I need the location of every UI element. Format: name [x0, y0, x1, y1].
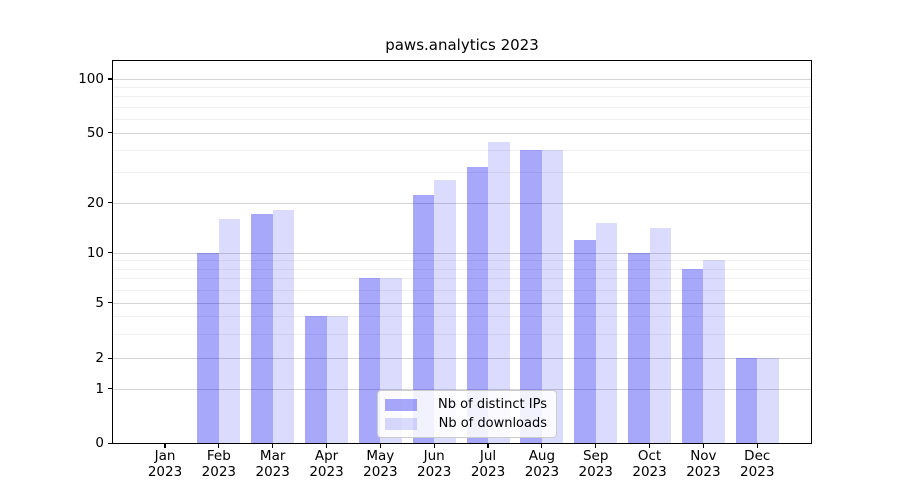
y-tick-mark-20 — [108, 202, 112, 204]
x-tick-mark-jun — [433, 444, 435, 448]
gridline-minor-40 — [112, 149, 812, 151]
gridline-minor-8 — [112, 268, 812, 270]
gridline-major-5 — [112, 302, 812, 304]
y-tick-mark-100 — [108, 78, 112, 80]
gridline-minor-7 — [112, 278, 812, 280]
x-tick-mark-may — [379, 444, 381, 448]
bar-downloads-nov — [703, 260, 725, 444]
gridline-major-1 — [112, 388, 812, 390]
x-tick-mark-feb — [218, 444, 220, 448]
x-tick-label-jan: Jan 2023 — [147, 448, 183, 480]
x-tick-label-oct: Oct 2023 — [632, 448, 667, 480]
y-tick-label-20: 20 — [86, 194, 104, 211]
gridline-major-10 — [112, 252, 812, 254]
bar-downloads-jun — [434, 179, 456, 444]
legend-swatch-ips — [385, 398, 417, 411]
x-tick-mark-apr — [325, 444, 328, 448]
y-tick-mark-5 — [108, 302, 112, 304]
y-tick-label-0: 0 — [95, 435, 104, 452]
gridline-minor-70 — [112, 106, 812, 108]
x-tick-mark-jul — [487, 444, 489, 448]
legend: Nb of distinct IPs Nb of downloads — [377, 390, 557, 438]
bar-ips-may — [358, 278, 381, 444]
gridline-minor-80 — [112, 96, 812, 98]
x-tick-label-feb: Feb 2023 — [201, 448, 236, 480]
y-tick-mark-10 — [108, 252, 112, 254]
bar-ips-jul — [466, 166, 489, 444]
gridline-major-20 — [112, 202, 812, 204]
y-tick-label-100: 100 — [78, 71, 104, 87]
x-tick-label-may: May 2023 — [363, 448, 398, 480]
bar-ips-jun — [412, 195, 435, 444]
y-tick-label-5: 5 — [95, 294, 104, 311]
x-tick-mark-mar — [272, 444, 274, 448]
bar-ips-sep — [574, 239, 596, 444]
gridline-minor-30 — [112, 171, 812, 173]
gridline-minor-9 — [112, 260, 812, 262]
y-tick-label-50: 50 — [86, 124, 104, 141]
chart-title: paws.analytics 2023 — [385, 36, 539, 54]
gridline-minor-4 — [112, 316, 812, 318]
x-tick-label-jun: Jun 2023 — [417, 448, 452, 480]
gridline-minor-60 — [112, 118, 812, 120]
x-tick-label-jul: Jul 2023 — [470, 448, 506, 480]
bar-downloads-apr — [326, 316, 349, 444]
y-tick-mark-0 — [108, 442, 112, 444]
x-tick-mark-nov — [702, 444, 704, 448]
plot-area — [112, 60, 812, 444]
x-tick-label-mar: Mar 2023 — [255, 448, 290, 480]
y-tick-label-1: 1 — [95, 380, 104, 397]
x-tick-mark-jan — [164, 444, 166, 448]
bar-downloads-mar — [272, 210, 295, 444]
gridline-major-50 — [112, 132, 812, 134]
y-tick-label-10: 10 — [86, 244, 104, 261]
bar-downloads-dec — [757, 358, 779, 444]
y-tick-label-2: 2 — [95, 350, 104, 367]
y-tick-mark-1 — [108, 388, 112, 390]
bar-ips-feb — [197, 252, 219, 444]
gridline-major-2 — [112, 358, 812, 360]
bar-ips-mar — [251, 214, 273, 444]
x-tick-label-apr: Apr 2023 — [309, 448, 344, 480]
bar-downloads-sep — [595, 223, 618, 444]
bar-ips-apr — [305, 316, 327, 444]
bar-ips-aug — [520, 149, 542, 444]
legend-label-downloads: Nb of downloads — [438, 416, 547, 431]
bar-downloads-aug — [541, 149, 564, 444]
bar-downloads-feb — [218, 218, 241, 444]
x-tick-label-sep: Sep 2023 — [578, 448, 613, 480]
gridline-major-100 — [112, 79, 812, 80]
x-tick-mark-dec — [756, 444, 758, 448]
legend-swatch-downloads — [385, 417, 417, 430]
legend-item-downloads: Nb of downloads — [385, 415, 547, 432]
x-tick-mark-aug — [541, 444, 543, 448]
y-tick-mark-50 — [108, 132, 112, 134]
gridline-minor-3 — [112, 333, 812, 335]
bar-ips-oct — [628, 252, 650, 444]
bar-downloads-jul — [488, 142, 510, 444]
gridline-minor-6 — [112, 289, 812, 291]
x-tick-label-aug: Aug 2023 — [524, 448, 560, 480]
legend-label-ips: Nb of distinct IPs — [438, 397, 547, 412]
x-tick-label-nov: Nov 2023 — [686, 448, 721, 480]
bar-downloads-oct — [649, 228, 672, 444]
bar-ips-dec — [735, 358, 758, 444]
x-tick-label-dec: Dec 2023 — [740, 448, 775, 480]
gridline-minor-90 — [112, 87, 812, 89]
x-tick-mark-sep — [595, 444, 597, 448]
legend-item-ips: Nb of distinct IPs — [385, 396, 547, 413]
bar-ips-nov — [681, 268, 704, 444]
y-tick-mark-2 — [108, 357, 112, 359]
x-tick-mark-oct — [648, 444, 651, 448]
